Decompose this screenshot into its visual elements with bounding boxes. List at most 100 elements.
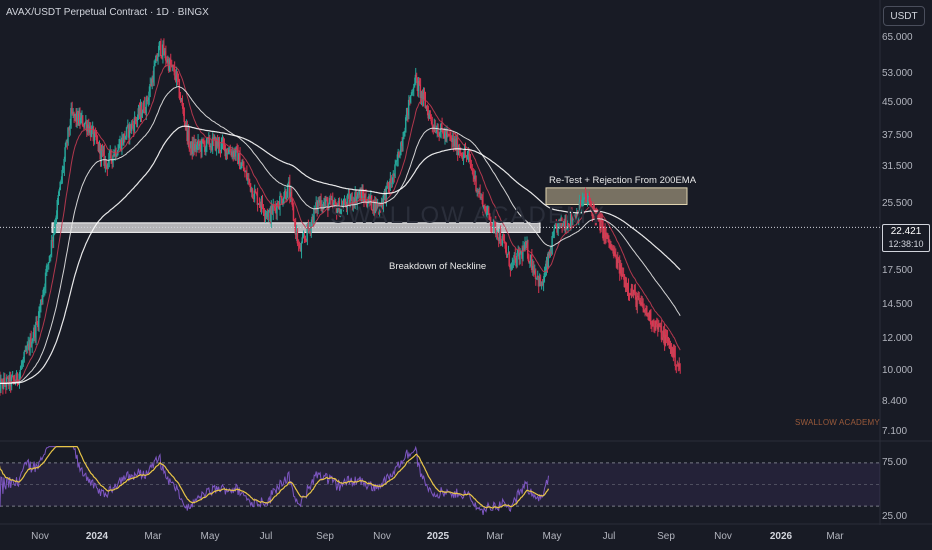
candle-body <box>334 200 336 205</box>
candle-body <box>122 133 125 144</box>
candle-body <box>672 347 674 358</box>
candle-body <box>200 143 202 152</box>
candle-body <box>548 252 550 256</box>
price-tick-label: 17.500 <box>882 265 913 277</box>
candle-body <box>100 148 102 160</box>
candle-body <box>631 288 633 296</box>
candle-body <box>581 199 583 207</box>
candle-body <box>67 127 69 143</box>
candle-body <box>124 136 127 140</box>
candle-body <box>373 200 375 214</box>
candle-body <box>444 131 447 138</box>
candle-body <box>663 330 665 346</box>
candle-body <box>662 330 664 338</box>
candle-body <box>62 169 64 171</box>
candle-body <box>307 224 309 229</box>
candle-body <box>365 202 368 207</box>
candle-body <box>513 255 515 260</box>
candle-body <box>585 197 587 200</box>
candle-body <box>553 228 555 237</box>
candle-body <box>236 147 238 149</box>
candle-body <box>484 205 486 212</box>
candle-body <box>481 196 483 198</box>
candle-body <box>277 203 279 207</box>
candle-body <box>245 171 248 180</box>
candle-body <box>284 190 287 199</box>
candle-body <box>219 150 221 152</box>
candle-body <box>99 143 101 160</box>
candle-body <box>566 228 568 230</box>
candle-body <box>473 175 475 180</box>
currency-button[interactable]: USDT <box>883 6 925 26</box>
candle-body <box>374 201 376 214</box>
candle-body <box>250 188 252 192</box>
candle-body <box>598 215 600 219</box>
candle-body <box>653 326 656 330</box>
candle-body <box>289 192 292 198</box>
candle-body <box>247 178 250 180</box>
candle-body <box>565 220 567 229</box>
candle-body <box>477 189 479 193</box>
candle-body <box>673 348 675 358</box>
candle-body <box>604 226 606 238</box>
candle-body <box>597 212 599 219</box>
candle-body <box>105 159 107 165</box>
candle-body <box>178 79 180 99</box>
candle-body <box>540 281 542 287</box>
candle-body <box>263 212 265 216</box>
candle-body <box>430 114 432 122</box>
candle-body <box>260 198 262 208</box>
candle-body <box>506 254 508 256</box>
candle-body <box>486 207 489 213</box>
candle-body <box>351 195 353 206</box>
candle-body <box>464 149 466 156</box>
candle-body <box>574 215 576 223</box>
time-tick-label: Jul <box>259 531 273 542</box>
candle-body <box>94 132 96 134</box>
candle-body <box>562 223 564 226</box>
candle-body <box>438 136 440 138</box>
candle-body <box>576 212 578 220</box>
candle-body <box>637 295 639 298</box>
candle-body <box>455 138 457 150</box>
candle-body <box>659 325 661 327</box>
candle-body <box>630 288 632 295</box>
candle-body <box>266 212 268 218</box>
candle-body <box>73 112 75 117</box>
candle-body <box>397 151 399 161</box>
candle-body <box>305 238 307 241</box>
candle-body <box>3 378 6 385</box>
candle-body <box>317 200 319 211</box>
candle-body <box>613 251 616 256</box>
candle-body <box>525 242 527 245</box>
candle-body <box>666 336 668 342</box>
candle-body <box>196 144 198 150</box>
candle-body <box>346 195 348 208</box>
candle-body <box>33 327 35 339</box>
candle-body <box>95 133 97 141</box>
candle-body <box>500 243 502 245</box>
candle-body <box>316 202 318 211</box>
candle-body <box>129 124 131 131</box>
candle-body <box>541 281 543 286</box>
candle-body <box>107 162 109 169</box>
candle-body <box>362 190 364 197</box>
candle-body <box>622 273 624 276</box>
candle-body <box>531 266 534 271</box>
candle-body <box>618 258 620 274</box>
candle-body <box>376 204 378 211</box>
background-watermark: SWALLOW ACADEMY <box>330 202 606 229</box>
candle-body <box>507 252 509 255</box>
chart-title: AVAX/USDT Perpetual Contract · 1D · BING… <box>6 7 209 18</box>
candle-body <box>349 199 351 205</box>
candle-body <box>337 200 339 210</box>
candle-body <box>457 150 459 156</box>
candle-body <box>57 195 59 201</box>
candle-body <box>496 232 498 239</box>
candle-body <box>281 202 284 204</box>
price-tick-label: 10.000 <box>882 365 913 377</box>
candle-body <box>145 97 147 114</box>
candle-body <box>393 173 395 177</box>
candle-body <box>527 258 530 263</box>
